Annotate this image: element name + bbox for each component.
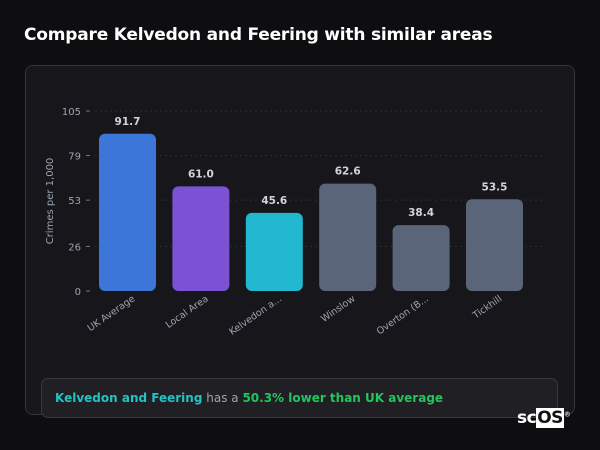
- x-tick-label: Tickhill: [470, 293, 504, 321]
- bar: [466, 199, 523, 291]
- y-tick-label: 79: [68, 152, 81, 163]
- scos-logo: scOS®: [517, 408, 571, 428]
- bar: [99, 133, 156, 291]
- insight-text: has a: [202, 391, 243, 405]
- insight-area: Kelvedon and Feering: [55, 391, 203, 405]
- bar: [319, 183, 377, 291]
- y-tick-label: 26: [68, 242, 81, 253]
- x-tick-label: Winslow: [319, 293, 357, 325]
- y-tick-label: 53: [68, 196, 81, 207]
- bar-value-label: 53.5: [482, 181, 508, 193]
- bar-value-label: 45.6: [261, 195, 287, 207]
- logo-text-os: OS: [536, 408, 564, 428]
- x-tick-label: Local Area: [164, 293, 211, 330]
- insight-box: Kelvedon and Feering has a 50.3% lower t…: [41, 378, 558, 418]
- bar: [245, 212, 303, 291]
- logo-text: sc: [517, 408, 537, 428]
- y-axis-label: Crimes per 1,000: [45, 158, 56, 245]
- logo-mark: ®: [563, 410, 571, 419]
- bar-value-label: 91.7: [115, 116, 141, 128]
- bar-value-label: 61.0: [188, 168, 214, 180]
- insight-result: 50.3% lower than UK average: [242, 391, 444, 405]
- x-tick-label: Kelvedon a...: [227, 293, 284, 337]
- x-tick-label: Overton (B...: [375, 293, 431, 337]
- bar: [392, 225, 450, 291]
- bar: [172, 186, 230, 291]
- page-title: Compare Kelvedon and Feering with simila…: [24, 25, 493, 45]
- x-tick-label: UK Average: [86, 293, 138, 334]
- y-tick-label: 105: [62, 107, 81, 118]
- bar-value-label: 62.6: [335, 166, 361, 178]
- bar-value-label: 38.4: [408, 207, 434, 219]
- y-tick-label: 0: [75, 287, 81, 298]
